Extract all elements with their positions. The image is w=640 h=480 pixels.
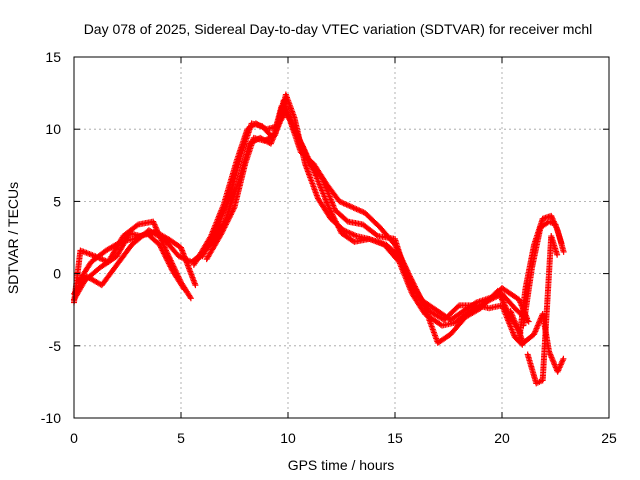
y-tick-label: -10 (41, 410, 61, 426)
data-point (558, 240, 565, 247)
y-axis-label: SDTVAR / TECUs (5, 182, 21, 294)
data-point (560, 248, 567, 255)
x-axis-label: GPS time / hours (288, 457, 395, 473)
series-track-8 (203, 97, 532, 329)
y-tick-label: 10 (45, 121, 61, 137)
data-point (187, 293, 194, 300)
data-point (180, 285, 187, 292)
y-tick-label: -5 (49, 338, 62, 354)
data-point (181, 286, 188, 293)
chart-title: Day 078 of 2025, Sidereal Day-to-day VTE… (84, 21, 593, 37)
x-tick-label: 10 (280, 430, 296, 446)
data-point (373, 232, 380, 239)
data-point (192, 282, 199, 289)
y-tick-label: 15 (45, 49, 61, 65)
data-point (525, 318, 532, 325)
x-tick-label: 20 (494, 430, 510, 446)
y-tick-label: 5 (53, 193, 61, 209)
data-point (554, 251, 561, 258)
data-point (560, 355, 567, 362)
x-tick-label: 0 (70, 430, 78, 446)
data-point (343, 217, 350, 224)
series-track-10 (520, 218, 565, 329)
x-tick-label: 5 (177, 430, 185, 446)
plot-frame (73, 56, 610, 419)
x-tick-label: 25 (601, 430, 617, 446)
data-point (455, 303, 462, 310)
data-point (133, 222, 140, 229)
data-points (71, 91, 567, 387)
series-track-12 (507, 308, 567, 375)
data-point (116, 239, 123, 246)
data-point (187, 295, 194, 302)
y-tick-label: 0 (53, 266, 61, 282)
series-track-4 (75, 230, 188, 293)
x-tick-label: 15 (387, 430, 403, 446)
axis-ticks: 0 5 10 15 20 25 -10 -5 0 5 10 15 (41, 49, 617, 446)
